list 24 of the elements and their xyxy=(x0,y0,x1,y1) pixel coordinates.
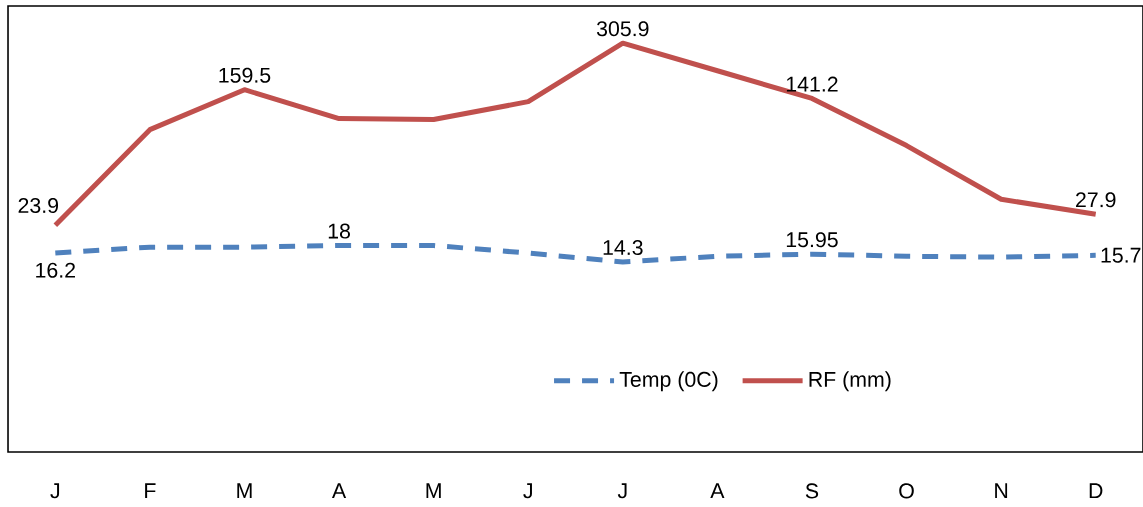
x-tick-label: M xyxy=(237,483,252,499)
data-label: 23.9 xyxy=(18,197,59,214)
x-tick-label: D xyxy=(1089,483,1103,499)
x-tick-label: M xyxy=(426,483,441,499)
x-tick-label: A xyxy=(710,483,725,499)
data-label: 159.5 xyxy=(219,67,271,83)
data-label: 14.3 xyxy=(603,239,643,256)
data-label: 15.95 xyxy=(786,232,838,248)
legend-label: Temp (0C) xyxy=(619,371,718,392)
x-tick-label: J xyxy=(523,483,532,499)
data-label: 15.7 xyxy=(1101,247,1141,263)
x-tick-label: O xyxy=(899,483,914,499)
x-tick-label: S xyxy=(805,483,819,499)
data-label: 305.9 xyxy=(596,21,649,37)
legend-label: RF (mm) xyxy=(809,371,891,392)
data-label: 141.2 xyxy=(786,76,838,92)
x-tick-label: F xyxy=(145,483,156,499)
x-tick-label: J xyxy=(617,483,627,499)
data-label: 18 xyxy=(328,223,350,239)
x-tick-label: A xyxy=(331,483,347,499)
data-label: 16.2 xyxy=(36,262,75,278)
x-tick-label: N xyxy=(995,483,1008,499)
data-label: 27.9 xyxy=(1076,192,1116,208)
x-tick-label: J xyxy=(50,483,60,499)
